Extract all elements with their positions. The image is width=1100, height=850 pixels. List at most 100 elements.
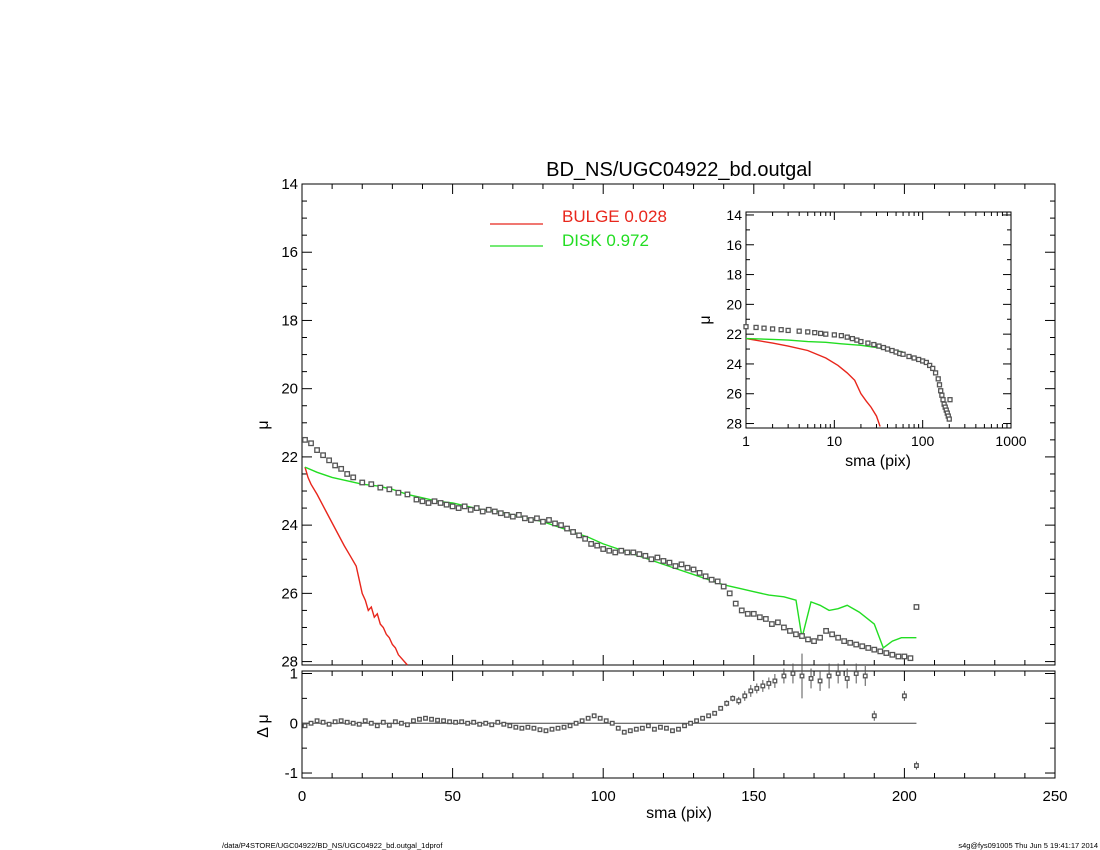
inset-frame	[745, 211, 1012, 429]
data-point	[684, 564, 691, 571]
residuals-point	[471, 719, 477, 725]
residuals-point	[913, 763, 919, 769]
residuals-point	[404, 722, 410, 728]
x-tick-label: 250	[1042, 788, 1067, 805]
residuals-point	[362, 718, 368, 724]
data-point	[395, 489, 402, 496]
residuals-point	[901, 693, 907, 699]
data-point	[672, 563, 679, 569]
residuals-point	[537, 727, 543, 733]
data-point	[884, 346, 891, 352]
data-point	[720, 583, 727, 590]
y-tick-label: 14	[726, 207, 742, 223]
data-point	[485, 506, 492, 513]
data-point	[907, 655, 914, 662]
inset-x-axis-label: sma (pix)	[845, 453, 911, 470]
residuals-point	[754, 685, 760, 691]
data-point	[528, 517, 534, 523]
data-point	[865, 340, 871, 346]
data-point	[859, 643, 866, 650]
residuals-point	[817, 678, 823, 684]
main-plot: 14 16 18 20 22 24 26 28 μ	[255, 176, 1056, 671]
data-point	[768, 621, 775, 627]
y-tick-label: 28	[726, 416, 742, 432]
data-point	[576, 532, 583, 539]
data-point	[431, 498, 438, 505]
y-tick-label: 22	[726, 326, 742, 342]
residuals-point	[549, 726, 555, 732]
data-point	[600, 546, 607, 552]
residuals-point	[676, 726, 681, 732]
residual-y-axis-label: Δ μ	[255, 714, 272, 737]
residuals-point	[651, 726, 657, 732]
x-tick-label: 1000	[995, 433, 1026, 449]
residuals-point	[871, 713, 877, 719]
main-frame	[301, 183, 1056, 666]
y-tick-label: 20	[726, 296, 742, 312]
data-point	[666, 559, 673, 566]
y-tick-label: -1	[285, 765, 298, 782]
residuals-point	[724, 700, 730, 706]
data-point	[425, 500, 432, 506]
residuals-point	[423, 715, 428, 721]
x-tick-label: 0	[298, 788, 306, 805]
residuals-point	[417, 716, 422, 722]
data-point	[756, 614, 763, 621]
residuals-point	[368, 720, 374, 726]
y-tick-label: 18	[726, 267, 742, 283]
data-point	[927, 362, 933, 369]
residuals-point	[591, 713, 597, 719]
data-point	[940, 397, 946, 403]
residuals-point	[853, 671, 859, 676]
residuals-point	[621, 729, 627, 735]
data-point	[708, 576, 715, 583]
x-tick-label: 50	[444, 788, 461, 805]
residuals-point	[435, 717, 440, 723]
data-point	[338, 465, 345, 472]
residuals-point	[597, 715, 603, 721]
residuals-point	[350, 720, 356, 726]
residuals-point	[525, 724, 531, 730]
legend: BULGE 0.028 DISK 0.972	[490, 207, 667, 250]
data-point	[552, 520, 558, 527]
data-point	[702, 573, 709, 580]
data-point	[785, 327, 791, 334]
chart-title: BD_NS/UGC04922_bd.outgal	[546, 159, 812, 181]
data-point	[871, 646, 878, 653]
data-point	[636, 551, 643, 558]
residuals-point	[477, 721, 483, 727]
residuals-point	[639, 725, 645, 731]
y-tick-label: 22	[281, 449, 298, 466]
residuals-point	[742, 693, 748, 699]
data-point	[778, 327, 784, 333]
data-point	[509, 513, 516, 520]
residuals-point	[633, 726, 639, 732]
residuals-point	[561, 724, 567, 730]
data-point	[781, 624, 787, 631]
data-point	[913, 604, 920, 610]
residuals-point	[465, 720, 471, 726]
data-point	[889, 651, 896, 658]
data-point	[901, 653, 908, 660]
residuals-point	[573, 720, 579, 726]
residuals-point	[844, 676, 850, 681]
data-point	[769, 326, 776, 332]
residuals-point	[694, 718, 700, 724]
y-tick-label: 0	[290, 715, 298, 732]
data-point	[308, 440, 314, 447]
residuals-point	[531, 725, 537, 731]
data-point	[642, 552, 649, 559]
data-point	[648, 556, 655, 563]
residuals-point	[374, 723, 380, 729]
data-point	[515, 512, 522, 518]
residuals-point	[603, 718, 609, 724]
residuals-point	[429, 716, 434, 722]
residuals-point	[706, 713, 712, 719]
data-point	[344, 471, 351, 477]
residuals-point	[314, 718, 320, 724]
residuals-point	[555, 725, 561, 731]
data-point	[359, 479, 366, 486]
y-tick-label: 20	[281, 381, 298, 398]
residuals-point	[736, 698, 742, 704]
